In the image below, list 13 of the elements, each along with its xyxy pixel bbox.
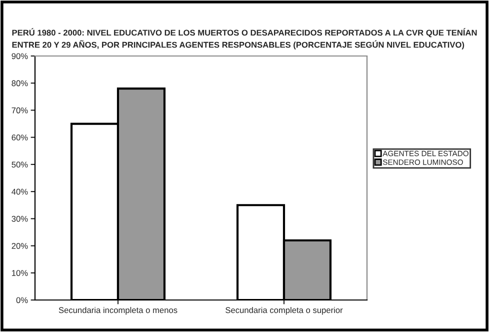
y-tick-label: 20% [12, 242, 28, 249]
y-tick-label: 50% [12, 162, 28, 168]
chart-title: PERÚ 1980 - 2000: NIVEL EDUCATIVO DE LOS MUERTOS O DESAPARECIDOS REPORTADOS A LA CVR QUE TENÍAN ENTRE 20 Y 29 AÑOS, POR PRINCIPALES AGENTES RESPONSABLES (PORCENTAJE SEGÚN NIVEL EDUCATIVO) [12, 28, 477, 50]
y-tick-label: 0% [16, 297, 28, 304]
x-tick-label: Secundaria completa o superior [226, 306, 343, 315]
y-tick-label: 90% [12, 53, 28, 60]
y-tick-label: 80% [12, 80, 28, 86]
y-tick-label: 70% [12, 107, 28, 114]
y-tick-label: 60% [12, 134, 28, 140]
y-tick-label: 30% [12, 216, 28, 222]
y-tick-label: 40% [12, 188, 28, 195]
y-tick-label: 10% [12, 270, 28, 276]
x-tick-label: Secundaria incompleta o menos [58, 306, 178, 315]
